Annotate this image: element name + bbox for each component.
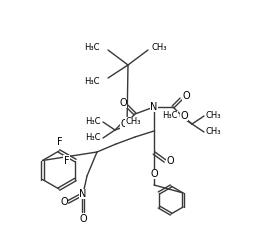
Text: O: O	[182, 91, 190, 101]
Text: H₃C: H₃C	[86, 118, 101, 127]
Text: N: N	[79, 189, 87, 199]
Text: CH₃: CH₃	[125, 118, 140, 127]
Text: N: N	[150, 102, 158, 112]
Text: O: O	[120, 119, 128, 129]
Text: O: O	[79, 214, 87, 224]
Text: O: O	[119, 98, 127, 108]
Text: H₃C: H₃C	[84, 78, 100, 86]
Text: F: F	[64, 155, 69, 165]
Text: F: F	[57, 137, 63, 147]
Text: O: O	[150, 169, 158, 179]
Text: H₃C: H₃C	[163, 111, 178, 120]
Text: H₃C: H₃C	[84, 43, 100, 51]
Text: O: O	[180, 111, 188, 121]
Text: CH₃: CH₃	[206, 128, 222, 137]
Text: O: O	[166, 156, 174, 166]
Text: CH₃: CH₃	[152, 43, 168, 51]
Text: H₃C: H₃C	[86, 134, 101, 143]
Text: CH₃: CH₃	[206, 111, 222, 120]
Text: O: O	[60, 197, 68, 207]
